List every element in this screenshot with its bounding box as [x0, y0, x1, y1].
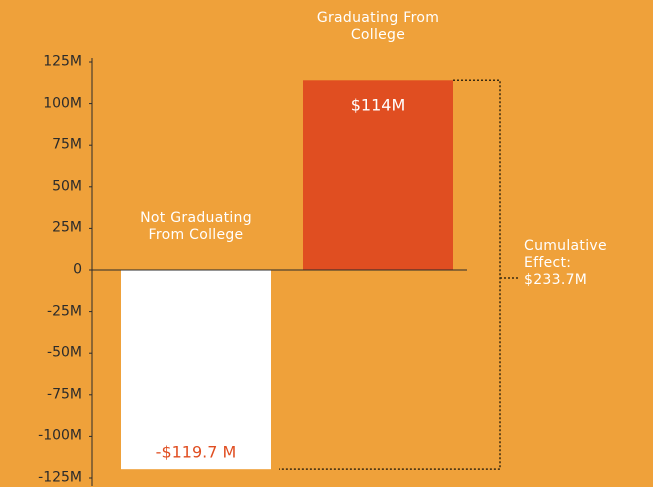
y-tick-label: 100M	[43, 95, 82, 112]
category-label: Graduating From College	[316, 10, 440, 44]
value-label: -$119.7 M	[155, 442, 237, 462]
bar	[121, 270, 271, 470]
y-tick-label: 75M	[52, 136, 82, 153]
y-tick-label: 0	[73, 261, 82, 278]
annotation: Cumulative Effect: $233.7M	[524, 238, 607, 288]
y-tick-label: -125M	[38, 469, 82, 486]
y-tick-label: -50M	[47, 344, 82, 361]
y-tick-label: 25M	[52, 219, 82, 236]
category-label: Not Graduating From College	[140, 210, 252, 243]
value-label: $114M	[350, 95, 406, 115]
y-tick-label: -100M	[38, 427, 82, 444]
bar	[303, 80, 453, 270]
y-tick-label: 125M	[43, 53, 82, 70]
y-tick-label: -25M	[47, 303, 82, 320]
bracket	[279, 79, 501, 470]
y-tick-label: 50M	[52, 178, 82, 195]
y-tick-label: -75M	[47, 386, 82, 403]
